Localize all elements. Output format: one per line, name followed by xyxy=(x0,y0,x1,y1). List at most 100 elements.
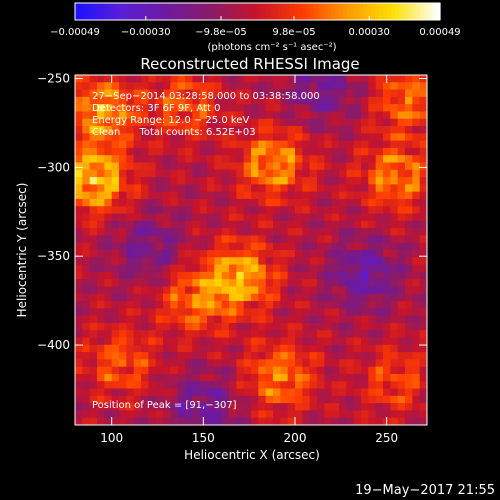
heatmap-cell xyxy=(177,279,186,287)
colorbar-segment xyxy=(322,3,328,20)
heatmap-cell xyxy=(397,177,406,185)
heatmap-cell xyxy=(185,82,193,90)
heatmap-cell xyxy=(89,388,98,397)
heatmap-cell xyxy=(265,417,274,426)
heatmap-cell xyxy=(273,82,281,90)
heatmap-cell xyxy=(309,388,318,397)
heatmap-cell xyxy=(405,293,413,302)
heatmap-cell xyxy=(141,155,149,163)
heatmap-cell xyxy=(199,293,208,302)
heatmap-cell xyxy=(346,293,355,302)
colorbar-segment xyxy=(196,3,202,20)
heatmap-cell xyxy=(397,271,406,280)
heatmap-cell xyxy=(280,257,289,265)
heatmap-cell xyxy=(89,293,98,302)
heatmap-cell xyxy=(148,352,157,360)
heatmap-cell xyxy=(397,220,406,229)
heatmap-cell xyxy=(309,315,318,324)
heatmap-cell xyxy=(243,147,252,156)
heatmap-cell xyxy=(361,271,369,280)
heatmap-cell xyxy=(199,235,208,244)
heatmap-cell xyxy=(111,89,120,98)
heatmap-cell xyxy=(214,206,223,214)
heatmap-cell xyxy=(258,271,267,280)
heatmap-cell xyxy=(192,177,201,185)
heatmap-cell xyxy=(397,264,406,273)
heatmap-cell xyxy=(243,330,252,338)
heatmap-cell xyxy=(302,417,311,426)
heatmap-cell xyxy=(236,213,245,222)
heatmap-cell xyxy=(251,75,259,83)
heatmap-cell xyxy=(317,169,325,178)
heatmap-cell xyxy=(89,344,98,353)
footer-timestamp: 19−May−2017 21:55 xyxy=(355,483,495,498)
heatmap-cell xyxy=(331,279,340,287)
heatmap-cell xyxy=(251,403,259,411)
heatmap-cell xyxy=(324,235,333,244)
heatmap-cell xyxy=(185,75,193,83)
heatmap-cell xyxy=(75,322,83,331)
heatmap-cell xyxy=(258,381,267,389)
heatmap-cell xyxy=(309,257,318,265)
heatmap-cell xyxy=(163,250,171,258)
heatmap-cell xyxy=(148,206,157,214)
heatmap-cell xyxy=(177,82,186,90)
heatmap-cell xyxy=(163,133,171,142)
heatmap-cell xyxy=(390,111,399,120)
heatmap-cell xyxy=(375,381,384,389)
heatmap-cell xyxy=(82,293,91,302)
colorbar-segment xyxy=(354,3,360,20)
heatmap-cell xyxy=(236,264,245,273)
heatmap-cell xyxy=(133,169,142,178)
heatmap-cell xyxy=(126,344,135,353)
heatmap-cell xyxy=(133,140,142,149)
heatmap-cell xyxy=(133,373,142,382)
heatmap-cell xyxy=(170,257,179,265)
heatmap-cell xyxy=(412,118,421,127)
heatmap-cell xyxy=(346,126,355,134)
heatmap-cell xyxy=(383,126,391,134)
heatmap-cell xyxy=(280,191,289,200)
heatmap-cell xyxy=(309,330,318,338)
heatmap-cell xyxy=(170,147,179,156)
heatmap-cell xyxy=(214,126,223,134)
heatmap-cell xyxy=(339,111,347,120)
colorbar-segment xyxy=(253,3,259,20)
heatmap-cell xyxy=(339,82,347,90)
heatmap-cell xyxy=(287,169,296,178)
heatmap-cell xyxy=(405,286,413,295)
heatmap-cell xyxy=(97,162,105,171)
heatmap-cell xyxy=(302,293,311,302)
heatmap-cell xyxy=(390,286,399,295)
heatmap-cell xyxy=(280,133,289,142)
heatmap-cell xyxy=(361,213,369,222)
heatmap-cell xyxy=(214,344,223,353)
heatmap-cell xyxy=(375,279,384,287)
heatmap-cell xyxy=(207,410,215,419)
heatmap-cell xyxy=(111,322,120,331)
heatmap-cell xyxy=(243,359,252,368)
heatmap-cell xyxy=(361,308,369,317)
heatmap-cell xyxy=(163,293,171,302)
colorbar-segment xyxy=(87,3,92,20)
heatmap-cell xyxy=(419,373,428,382)
heatmap-cell xyxy=(287,322,296,331)
heatmap-cell xyxy=(361,89,369,98)
heatmap-cell xyxy=(243,271,252,280)
heatmap-cell xyxy=(199,191,208,200)
heatmap-cell xyxy=(258,359,267,368)
heatmap-cell xyxy=(97,220,105,229)
heatmap-cell xyxy=(419,271,428,280)
heatmap-cell xyxy=(221,89,230,98)
heatmap-cell xyxy=(104,177,113,185)
heatmap-cell xyxy=(295,301,303,309)
heatmap-cell xyxy=(243,264,252,273)
heatmap-cell xyxy=(133,155,142,163)
heatmap-cell xyxy=(214,162,223,171)
heatmap-cell xyxy=(207,220,215,229)
heatmap-cell xyxy=(119,96,127,105)
heatmap-cell xyxy=(273,330,281,338)
heatmap-cell xyxy=(82,191,91,200)
heatmap-cell xyxy=(405,352,413,360)
heatmap-cell xyxy=(280,395,289,404)
